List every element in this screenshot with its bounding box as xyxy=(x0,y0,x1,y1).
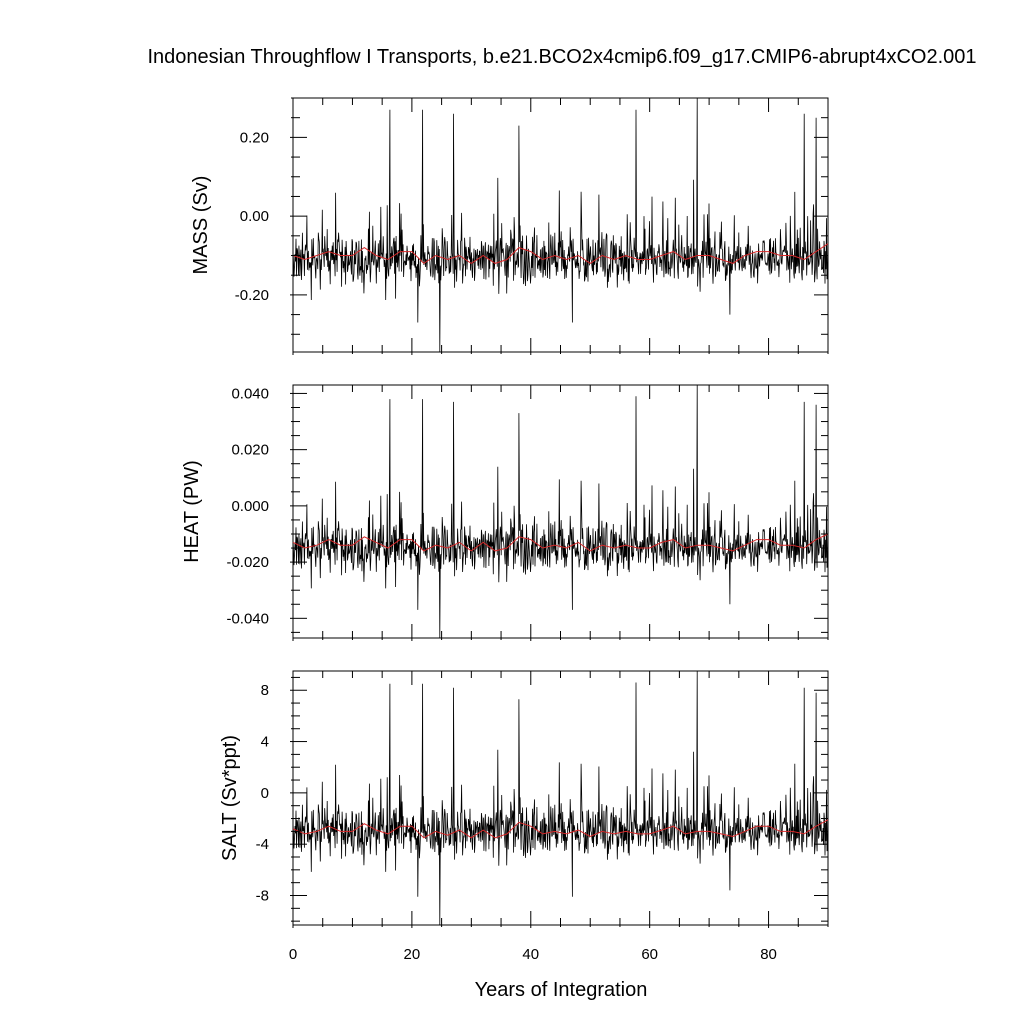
y-tick-label: 0.00 xyxy=(240,208,269,225)
y-tick-label: 0.040 xyxy=(231,385,269,402)
mass-frame xyxy=(292,97,829,353)
x-axis-title: Years of Integration xyxy=(475,979,648,1001)
salt-monthly-series xyxy=(292,670,829,926)
heat-frame xyxy=(292,384,829,639)
chart-title: Indonesian Throughflow I Transports, b.e… xyxy=(147,46,977,68)
y-tick-label: -0.020 xyxy=(226,554,269,571)
y-tick-label: -0.20 xyxy=(235,287,269,304)
y-tick-label: 4 xyxy=(261,734,269,751)
x-tick-label: 80 xyxy=(760,946,777,963)
x-tick-label: 20 xyxy=(404,946,421,963)
heat-annual-mean-series xyxy=(292,533,829,552)
x-tick-label: 0 xyxy=(289,946,297,963)
heat-y-axis-title: HEAT (PW) xyxy=(181,460,203,563)
mass-annual-mean-series xyxy=(292,243,829,265)
y-tick-label: 8 xyxy=(261,682,269,699)
panel-salt: 0 20 40 60 80 -8 -4 0 4 8 SALT (Sv*ppt) xyxy=(219,670,829,963)
y-tick-label: -0.040 xyxy=(226,610,269,627)
x-tick-label: 60 xyxy=(641,946,658,963)
y-tick-label: 0.20 xyxy=(240,129,269,146)
y-tick-label: -8 xyxy=(256,887,269,904)
panel-heat: -0.040 -0.020 0.000 0.020 0.040 HEAT (PW) xyxy=(181,384,829,641)
panel-mass: -0.20 0.00 0.20 MASS (Sv) xyxy=(190,97,829,355)
salt-y-axis-title: SALT (Sv*ppt) xyxy=(219,735,241,861)
mass-monthly-series xyxy=(292,97,829,353)
x-tick-label: 40 xyxy=(522,946,539,963)
salt-frame xyxy=(292,670,829,926)
heat-monthly-series xyxy=(292,384,829,639)
y-tick-label: -4 xyxy=(256,836,269,853)
y-tick-label: 0 xyxy=(261,785,269,802)
y-tick-label: 0.020 xyxy=(231,442,269,459)
y-tick-label: 0.000 xyxy=(231,498,269,515)
salt-annual-mean-series xyxy=(292,819,829,839)
mass-y-axis-title: MASS (Sv) xyxy=(190,176,212,275)
